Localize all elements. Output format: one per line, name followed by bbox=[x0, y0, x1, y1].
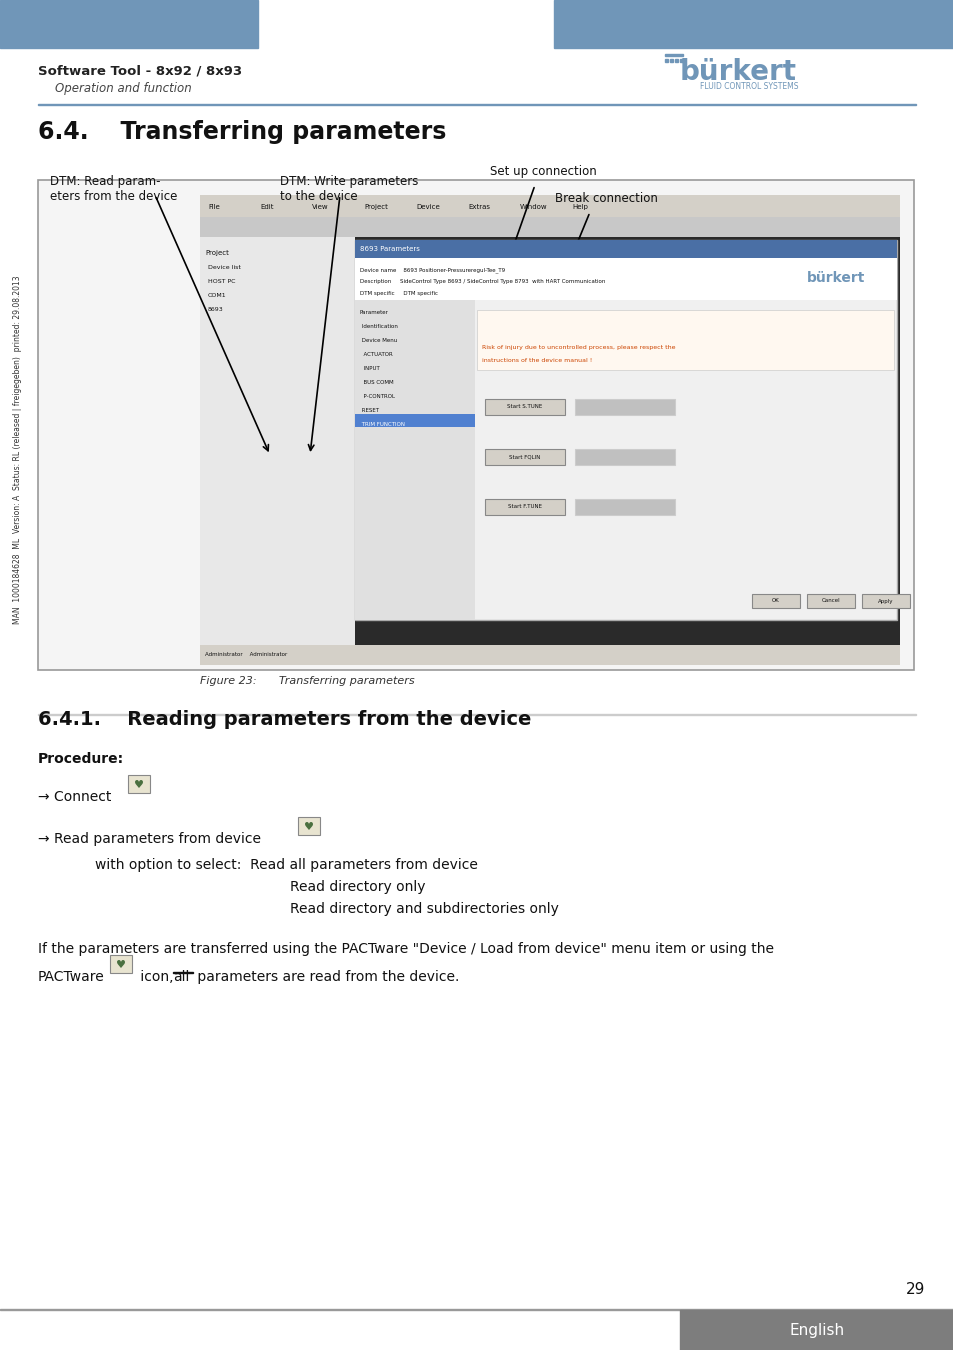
Bar bbox=[355, 414, 475, 427]
Text: 8693 Parameters: 8693 Parameters bbox=[359, 246, 419, 252]
Bar bbox=[751, 594, 800, 608]
Text: Edit: Edit bbox=[260, 204, 274, 211]
Bar bbox=[200, 645, 899, 666]
Text: Set up connection: Set up connection bbox=[490, 165, 597, 178]
Bar bbox=[575, 450, 675, 464]
Text: ♥: ♥ bbox=[304, 822, 314, 832]
Text: → Read parameters from device: → Read parameters from device bbox=[38, 832, 261, 846]
Bar bbox=[575, 400, 675, 414]
Text: OK: OK bbox=[771, 598, 779, 603]
Text: bürkert: bürkert bbox=[679, 58, 796, 86]
Text: Identification: Identification bbox=[359, 324, 397, 329]
Text: If the parameters are transferred using the PACTware "Device / Load from device": If the parameters are transferred using … bbox=[38, 942, 773, 956]
Text: English: English bbox=[789, 1323, 843, 1338]
Text: 8693: 8693 bbox=[208, 306, 224, 312]
Text: instructions of the device manual !: instructions of the device manual ! bbox=[481, 358, 592, 363]
Bar bbox=[679, 1310, 953, 1350]
Bar bbox=[297, 817, 319, 836]
Bar bbox=[200, 217, 899, 238]
Bar bbox=[476, 310, 893, 370]
Text: P-CONTROL: P-CONTROL bbox=[359, 394, 395, 400]
Text: 29: 29 bbox=[905, 1282, 924, 1297]
Text: RESET: RESET bbox=[359, 408, 378, 413]
Bar bbox=[862, 594, 909, 608]
Text: ACTUATOR: ACTUATOR bbox=[359, 352, 393, 356]
Bar bbox=[575, 500, 675, 514]
Text: PACTware: PACTware bbox=[38, 971, 105, 984]
Text: Description     SideControl Type 8693 / SideControl Type 8793  with HART Communi: Description SideControl Type 8693 / Side… bbox=[359, 279, 605, 285]
Text: Break connection: Break connection bbox=[555, 192, 658, 205]
Bar bbox=[110, 954, 132, 973]
Bar bbox=[38, 104, 915, 105]
Bar bbox=[806, 594, 854, 608]
Bar bbox=[200, 194, 899, 666]
Text: 6.4.  Transferring parameters: 6.4. Transferring parameters bbox=[38, 120, 446, 144]
Bar bbox=[0, 1308, 953, 1309]
Text: DTM: Write parameters
to the device: DTM: Write parameters to the device bbox=[280, 176, 418, 202]
Text: icon,: icon, bbox=[136, 971, 177, 984]
Text: Start F.TUNE: Start F.TUNE bbox=[507, 505, 541, 509]
Text: Cancel: Cancel bbox=[821, 598, 840, 603]
Text: FLUID CONTROL SYSTEMS: FLUID CONTROL SYSTEMS bbox=[700, 82, 798, 90]
Text: → Connect: → Connect bbox=[38, 790, 112, 805]
Text: Administrator    Administrator: Administrator Administrator bbox=[205, 652, 287, 657]
Text: Window: Window bbox=[519, 204, 547, 211]
Text: View: View bbox=[312, 204, 328, 211]
Bar bbox=[664, 59, 667, 62]
Text: File: File bbox=[208, 204, 219, 211]
Text: ♥: ♥ bbox=[133, 780, 144, 790]
Text: parameters are read from the device.: parameters are read from the device. bbox=[193, 971, 459, 984]
Text: INPUT: INPUT bbox=[359, 366, 379, 371]
Text: Software Tool - 8x92 / 8x93: Software Tool - 8x92 / 8x93 bbox=[38, 65, 242, 78]
Text: Read directory only: Read directory only bbox=[290, 880, 425, 894]
Text: Figure 23:  Transferring parameters: Figure 23: Transferring parameters bbox=[200, 676, 415, 686]
Text: DTM: Read param-
eters from the device: DTM: Read param- eters from the device bbox=[50, 176, 177, 202]
Text: HOST PC: HOST PC bbox=[208, 279, 235, 284]
Text: Device name    8693 Positioner-Pressureregul-Tee_T9: Device name 8693 Positioner-Pressureregu… bbox=[359, 267, 504, 273]
Text: 6.4.1.  Reading parameters from the device: 6.4.1. Reading parameters from the devic… bbox=[38, 710, 531, 729]
Bar bbox=[669, 59, 672, 62]
Text: DTM specific     DTM specific: DTM specific DTM specific bbox=[359, 292, 437, 297]
Text: ♥: ♥ bbox=[116, 960, 126, 971]
Text: Device Menu: Device Menu bbox=[359, 338, 396, 343]
Bar bbox=[0, 0, 257, 49]
Text: Project: Project bbox=[205, 250, 229, 256]
Text: Parameter: Parameter bbox=[359, 310, 389, 315]
Bar bbox=[200, 238, 355, 666]
Text: Device list: Device list bbox=[208, 265, 240, 270]
Text: with option to select:  Read all parameters from device: with option to select: Read all paramete… bbox=[95, 859, 477, 872]
Bar bbox=[355, 258, 896, 300]
Text: BUS COMM: BUS COMM bbox=[359, 379, 394, 385]
Text: bürkert: bürkert bbox=[806, 271, 864, 285]
Bar bbox=[355, 240, 896, 620]
Text: MAN  1000184628  ML  Version: A  Status: RL (released | freigegeben)  printed: 2: MAN 1000184628 ML Version: A Status: RL … bbox=[13, 275, 23, 624]
Text: Device: Device bbox=[416, 204, 439, 211]
Bar bbox=[38, 180, 913, 670]
Bar bbox=[200, 194, 899, 217]
Bar bbox=[679, 59, 682, 62]
Text: Risk of injury due to uncontrolled process, please respect the: Risk of injury due to uncontrolled proce… bbox=[481, 346, 675, 351]
Text: Help: Help bbox=[572, 204, 587, 211]
Bar bbox=[484, 500, 564, 514]
Text: Apply: Apply bbox=[878, 598, 893, 603]
Text: Read directory and subdirectories only: Read directory and subdirectories only bbox=[290, 902, 558, 917]
Bar bbox=[355, 300, 475, 620]
Bar bbox=[664, 54, 682, 55]
Text: Operation and function: Operation and function bbox=[55, 82, 192, 94]
Text: COM1: COM1 bbox=[208, 293, 227, 298]
Text: TRIM FUNCTION: TRIM FUNCTION bbox=[359, 423, 405, 427]
Text: Start FQLIN: Start FQLIN bbox=[509, 455, 540, 459]
Bar bbox=[128, 775, 150, 792]
Bar bbox=[484, 450, 564, 464]
Text: all: all bbox=[172, 971, 190, 984]
Text: Start S.TUNE: Start S.TUNE bbox=[507, 405, 542, 409]
Text: Project: Project bbox=[364, 204, 388, 211]
Bar bbox=[554, 0, 953, 49]
Bar bbox=[355, 240, 896, 258]
Text: Procedure:: Procedure: bbox=[38, 752, 124, 765]
Text: Extras: Extras bbox=[468, 204, 490, 211]
Bar bbox=[675, 59, 678, 62]
Bar bbox=[484, 400, 564, 414]
